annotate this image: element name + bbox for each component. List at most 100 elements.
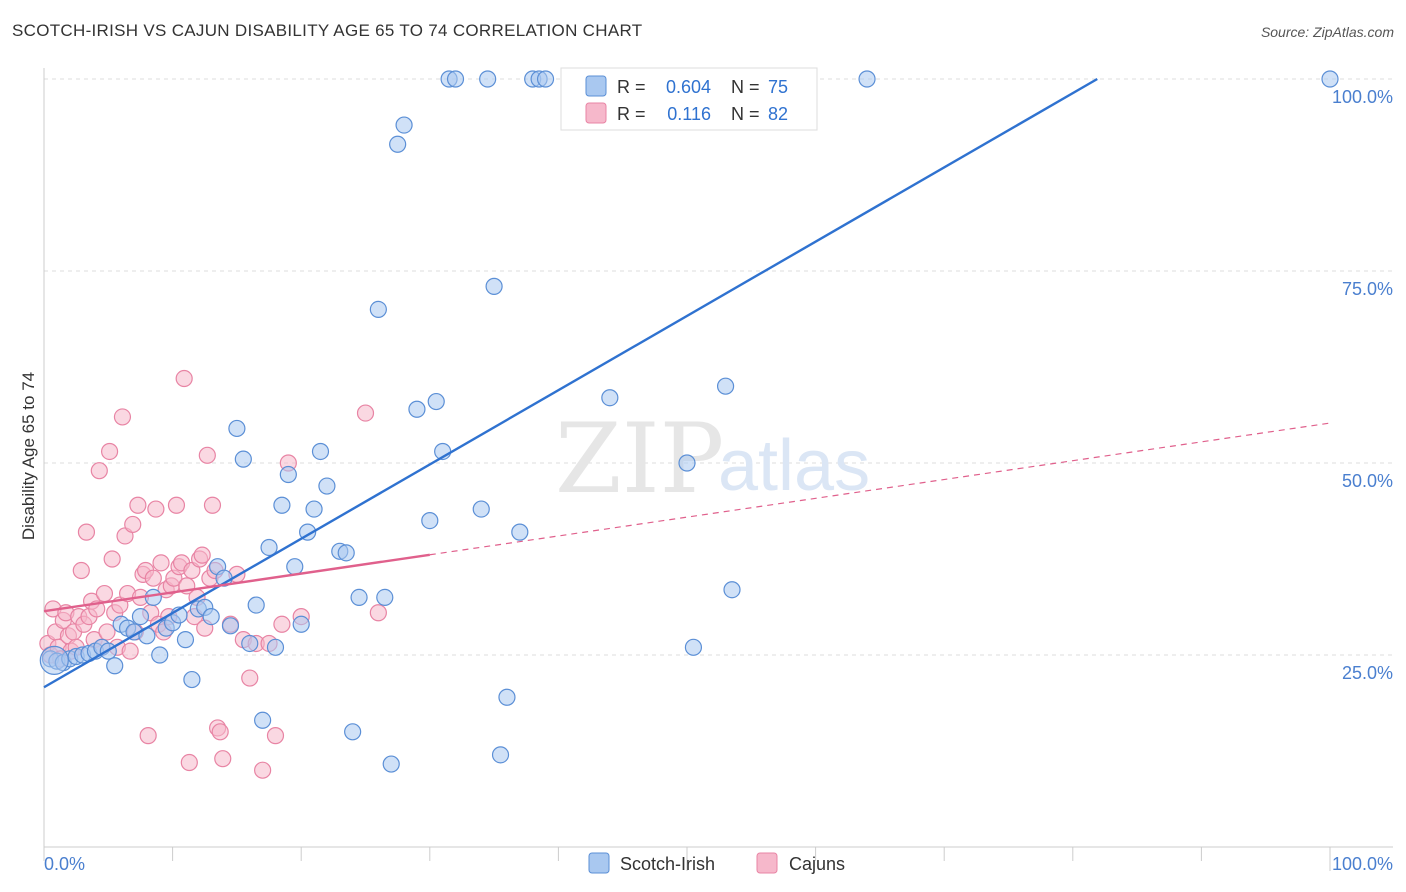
data-point — [536, 70, 555, 88]
legend-r-value-pink: 0.116 — [667, 104, 711, 124]
data-point — [479, 70, 497, 88]
data-point — [344, 723, 362, 741]
data-point — [139, 727, 157, 745]
data-point — [152, 554, 170, 572]
data-point — [95, 584, 114, 603]
data-point — [203, 496, 222, 514]
legend-swatch-blue — [585, 75, 607, 97]
data-point — [98, 623, 116, 641]
data-point — [211, 723, 229, 741]
scotch-irish-points — [39, 70, 1339, 773]
axes — [43, 68, 1393, 871]
y-tick-label: 75.0% — [1342, 279, 1393, 299]
data-point — [129, 496, 147, 514]
data-point — [716, 377, 735, 395]
legend-n-label-pink: N = — [731, 104, 760, 124]
data-point — [72, 561, 90, 580]
data-point — [337, 544, 355, 562]
data-point — [241, 634, 259, 653]
data-point — [408, 400, 426, 418]
legend-n-value-blue: 75 — [768, 77, 788, 97]
data-point — [491, 746, 510, 764]
data-point — [369, 300, 387, 318]
data-point — [193, 546, 211, 564]
data-point — [90, 462, 108, 480]
y-tick-label: 50.0% — [1342, 471, 1393, 491]
data-point — [286, 558, 304, 576]
data-point — [228, 419, 246, 438]
data-point — [446, 70, 465, 88]
correlation-legend: R = 0.604 N = 75 R = 0.116 N = 82 — [560, 67, 818, 131]
source-label: Source: ZipAtlas.com — [1260, 24, 1394, 40]
legend-r-label-pink: R = — [617, 104, 646, 124]
data-point — [198, 446, 216, 464]
x-tick-label-left: 0.0% — [44, 854, 85, 874]
series-legend: Scotch-Irish Cajuns — [588, 852, 845, 874]
data-point — [266, 727, 285, 745]
data-point — [167, 496, 186, 514]
data-point — [273, 615, 291, 633]
trend-lines — [43, 77, 1331, 689]
data-point — [266, 638, 285, 656]
data-point — [180, 753, 198, 772]
data-point — [382, 755, 400, 773]
data-point — [485, 277, 503, 295]
cajuns-trend-line-dashed — [429, 422, 1331, 556]
data-point — [214, 750, 232, 768]
data-point — [421, 511, 439, 530]
data-point — [131, 607, 150, 626]
data-point — [1321, 70, 1339, 88]
data-point — [305, 500, 323, 518]
data-point — [356, 404, 375, 422]
data-point — [144, 569, 162, 587]
data-point — [311, 442, 330, 461]
data-point — [103, 550, 121, 568]
data-point — [389, 135, 407, 153]
data-point — [292, 615, 310, 633]
data-point — [39, 645, 69, 675]
data-point — [858, 70, 876, 88]
data-point — [106, 657, 124, 675]
data-point — [254, 711, 272, 729]
data-point — [241, 669, 259, 687]
data-point — [183, 670, 201, 689]
data-point — [376, 588, 394, 607]
data-point — [144, 588, 162, 607]
scotch-irish-trend-line — [43, 77, 1098, 689]
y-axis-label: Disability Age 65 to 74 — [19, 372, 38, 540]
data-point — [472, 500, 490, 518]
data-point — [247, 596, 265, 614]
legend-r-value-blue: 0.604 — [666, 77, 711, 97]
y-tick-label: 100.0% — [1332, 87, 1393, 107]
data-point — [511, 523, 529, 541]
data-point — [147, 500, 165, 518]
legend-swatch-scotch-irish — [588, 852, 610, 874]
data-point — [113, 408, 132, 426]
y-tick-label: 25.0% — [1342, 663, 1393, 683]
data-point — [121, 642, 139, 660]
watermark-atlas: atlas — [718, 426, 870, 506]
data-point — [684, 638, 703, 656]
data-point — [77, 523, 96, 541]
data-point — [279, 465, 297, 484]
legend-label-scotch-irish: Scotch-Irish — [620, 854, 715, 874]
watermark-zip: ZIP — [555, 403, 724, 515]
data-point — [175, 369, 193, 388]
grid-lines — [44, 78, 1393, 656]
data-point — [151, 646, 169, 664]
data-point — [678, 454, 696, 472]
legend-n-value-pink: 82 — [768, 104, 788, 124]
legend-r-label-blue: R = — [617, 77, 646, 97]
data-point — [176, 631, 195, 649]
watermark: ZIP atlas — [555, 403, 870, 515]
data-point — [369, 604, 387, 622]
legend-swatch-cajuns — [756, 852, 778, 874]
data-point — [318, 477, 336, 495]
data-point — [273, 496, 291, 514]
legend-label-cajuns: Cajuns — [789, 854, 845, 874]
data-point — [427, 392, 445, 411]
legend-swatch-pink — [585, 102, 607, 124]
data-point — [395, 116, 413, 134]
data-point — [221, 617, 240, 635]
